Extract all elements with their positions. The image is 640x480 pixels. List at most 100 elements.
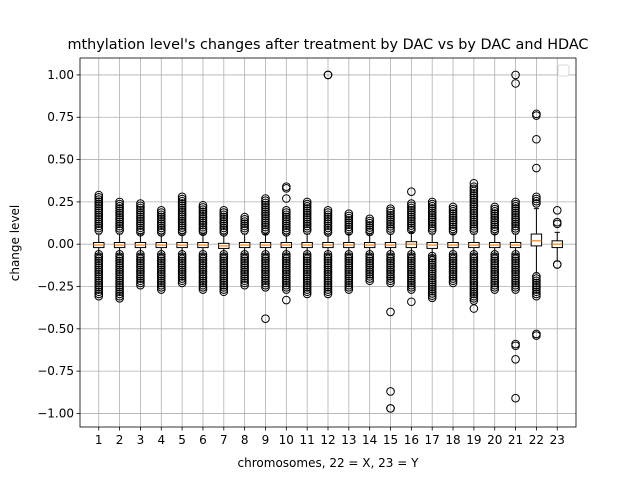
flier-point (448, 202, 458, 212)
flier-point (386, 261, 395, 270)
flier-point (302, 256, 312, 266)
flier-point (344, 280, 354, 290)
flier-point (511, 70, 520, 80)
flier-point (448, 204, 458, 214)
flier-point (156, 254, 166, 264)
flier-point (261, 218, 270, 227)
flier-point (115, 274, 124, 283)
flier-point (532, 280, 541, 290)
flier-point (261, 220, 270, 230)
flier-point (136, 223, 145, 233)
flier-point (240, 219, 249, 229)
flier-point (136, 205, 145, 215)
flier-point (365, 223, 374, 232)
flier-point (490, 261, 500, 270)
flier-point (94, 208, 104, 218)
flier-point (302, 223, 312, 233)
flier-point (427, 267, 437, 276)
flier-point (156, 265, 166, 275)
flier-point (469, 289, 479, 299)
flier-point (136, 265, 145, 275)
flier-point (302, 265, 312, 275)
flier-point (156, 212, 166, 222)
axis-ticks: −1.00 −0.75 −0.50 −0.25 0.00 0.25 0.50 0.75 1.00… (37, 68, 565, 447)
flier-point (469, 199, 479, 209)
flier-point (198, 272, 208, 281)
flier-point (365, 218, 374, 228)
flier-point (282, 265, 291, 275)
flier-point (219, 214, 229, 224)
flier-point (198, 254, 208, 264)
flier-point (532, 199, 541, 208)
flier-point (407, 283, 416, 292)
flier-point (282, 194, 291, 203)
flier-point (115, 258, 124, 268)
y-tick-label: −1.00 (37, 406, 74, 420)
flier-point (552, 206, 562, 215)
flier-point (407, 203, 416, 213)
flier-point (302, 221, 312, 231)
flier-point (177, 203, 187, 213)
flier-point (115, 263, 124, 272)
flier-point (323, 219, 333, 228)
x-tick-label: 22 (529, 433, 544, 447)
flier-point (261, 283, 270, 292)
flier-point (407, 274, 416, 283)
flier-point (302, 272, 312, 281)
flier-point (490, 285, 500, 294)
flier-point (490, 211, 500, 221)
flier-point (469, 184, 479, 194)
flier-point (261, 280, 270, 290)
flier-point (511, 197, 520, 207)
flier-point (448, 213, 458, 223)
flier-point (448, 263, 458, 272)
flier-point (469, 178, 479, 188)
flier-point (240, 265, 249, 275)
flier-point (282, 269, 291, 279)
flier-point (427, 269, 437, 278)
chart-title: mthylation level's changes after treatme… (68, 37, 589, 53)
box-15 (384, 204, 397, 413)
box-16 (405, 187, 418, 307)
flier-point (177, 256, 187, 266)
flier-point (511, 393, 520, 403)
flier-point (469, 272, 479, 281)
flier-point (136, 261, 145, 270)
flier-point (198, 285, 208, 294)
flier-point (94, 263, 104, 272)
flier-point (469, 193, 479, 202)
box-8 (238, 212, 251, 290)
flier-point (261, 272, 270, 281)
flier-point (282, 223, 291, 233)
flier-point (240, 256, 249, 266)
flier-point (407, 254, 416, 264)
flier-point (469, 280, 479, 290)
flier-point (386, 274, 395, 283)
flier-point (427, 258, 437, 267)
flier-point (407, 201, 416, 211)
flier-point (469, 204, 479, 213)
flier-point (302, 201, 312, 211)
flier-point (323, 285, 333, 294)
flier-point (136, 203, 145, 213)
box-11 (301, 197, 313, 299)
flier-point (261, 196, 270, 205)
flier-point (386, 258, 395, 268)
flier-point (427, 289, 437, 298)
flier-point (261, 198, 270, 208)
flier-point (156, 283, 166, 292)
flier-point (511, 278, 520, 288)
flier-point (94, 272, 104, 281)
flier-point (302, 208, 312, 218)
flier-point (198, 200, 208, 210)
flier-point (115, 208, 124, 218)
flier-point (219, 210, 229, 220)
flier-point (532, 291, 541, 301)
flier-point (261, 209, 270, 219)
flier-point (136, 274, 145, 283)
flier-point (115, 219, 124, 229)
flier-point (219, 206, 229, 215)
x-tick-label: 19 (466, 433, 481, 447)
flier-point (177, 201, 187, 210)
flier-point (302, 287, 312, 297)
